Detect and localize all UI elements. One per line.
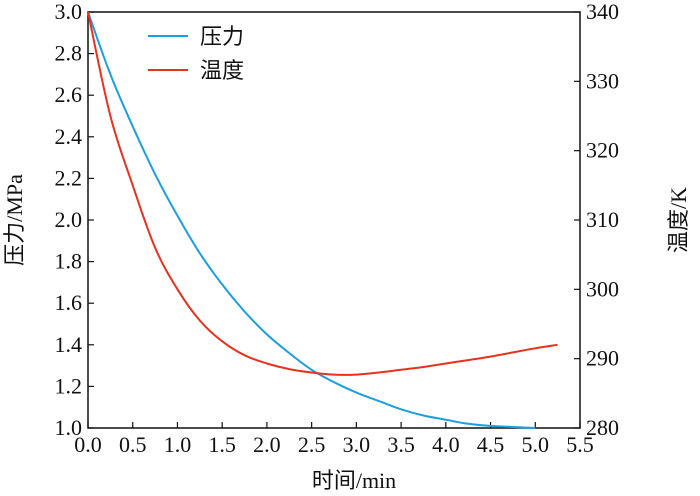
legend-label: 压力 — [200, 24, 244, 49]
y-left-tick-label: 2.0 — [55, 207, 83, 232]
series-line-pressure — [87, 11, 536, 429]
x-tick-label: 0.0 — [74, 432, 102, 457]
x-tick-label: 5.0 — [522, 432, 550, 457]
legend-label: 温度 — [200, 58, 244, 83]
y-right-tick-label: 290 — [586, 346, 619, 371]
y-right-tick-label: 300 — [586, 276, 619, 301]
y-right-axis-title: 温度/K — [666, 187, 691, 253]
ticks-layer: 0.0 0.5 1.0 1.5 2.0 2.5 3.0 3.5 4.0 4.5 5.0 5.5 1.0 1… — [55, 0, 620, 457]
y-left-tick-label: 1.6 — [55, 290, 83, 315]
y-right-tick-label: 320 — [586, 138, 619, 163]
series-layer — [87, 11, 558, 429]
y-left-tick-label: 3.0 — [55, 0, 83, 24]
x-tick-label: 0.5 — [119, 432, 147, 457]
y-left-tick-label: 2.2 — [55, 165, 83, 190]
y-left-tick-label: 2.8 — [55, 41, 83, 66]
series-line-temperature — [87, 11, 558, 376]
plot-frame — [87, 11, 581, 429]
y-left-tick-label: 2.6 — [55, 82, 83, 107]
plot-border — [87, 11, 581, 429]
y-left-tick-label: 2.4 — [55, 124, 83, 149]
y-right-tick-label: 340 — [586, 0, 619, 24]
x-tick-label: 5.5 — [566, 432, 594, 457]
y-right-tick-label: 280 — [586, 415, 619, 440]
x-tick-label: 3.5 — [387, 432, 415, 457]
x-tick-label: 4.5 — [477, 432, 505, 457]
y-left-tick-label: 1.4 — [55, 332, 83, 357]
y-left-tick-label: 1.8 — [55, 249, 83, 274]
x-tick-label: 2.5 — [298, 432, 326, 457]
x-axis-title: 时间/min — [312, 468, 396, 493]
y-left-tick-label: 1.0 — [55, 415, 83, 440]
x-tick-label: 4.0 — [432, 432, 460, 457]
y-left-axis-title: 压力/MPa — [2, 174, 27, 266]
x-tick-label: 3.0 — [343, 432, 371, 457]
y-right-tick-label: 310 — [586, 207, 619, 232]
x-tick-label: 1.0 — [164, 432, 192, 457]
y-right-tick-label: 330 — [586, 68, 619, 93]
x-tick-label: 2.0 — [253, 432, 281, 457]
x-tick-label: 1.5 — [208, 432, 236, 457]
y-left-tick-label: 1.2 — [55, 373, 83, 398]
